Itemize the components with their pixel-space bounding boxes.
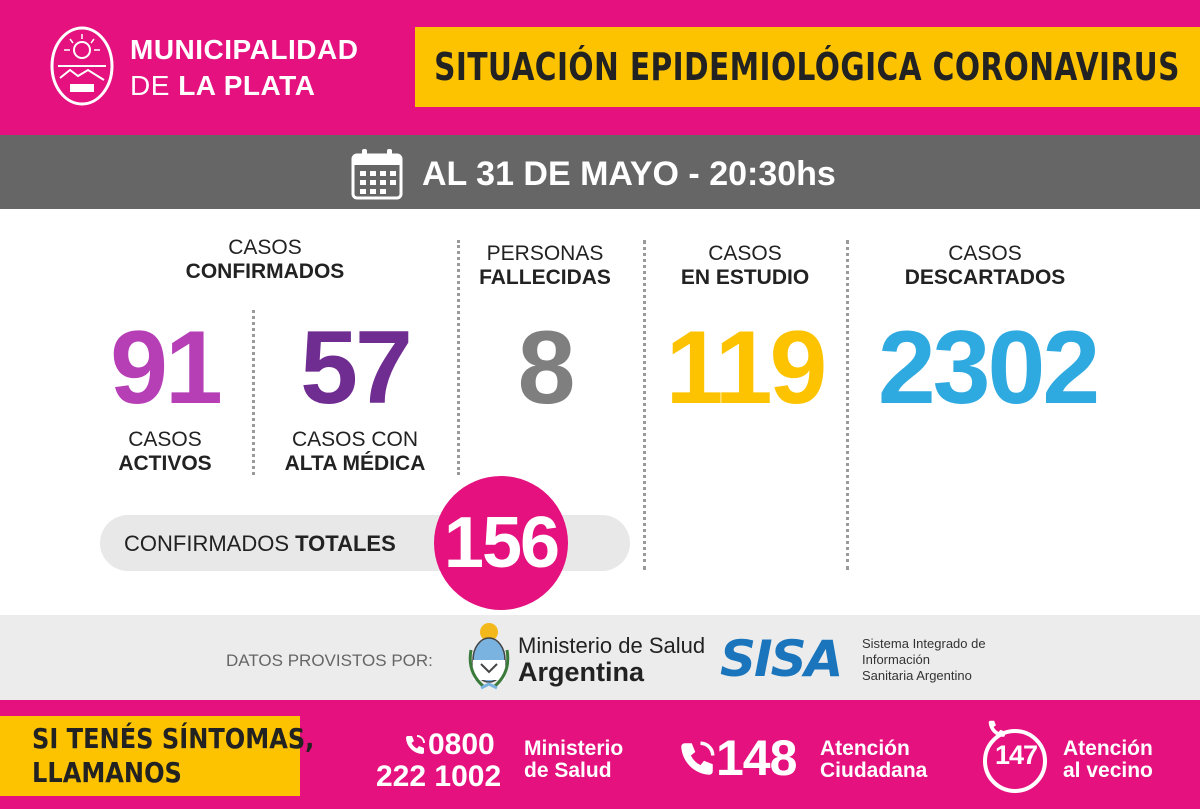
title-banner: SITUACIÓN EPIDEMIOLÓGICA CORONAVIRUS (415, 27, 1200, 107)
phone-citizen-label-line2: Ciudadana (820, 759, 928, 782)
totals-label: CONFIRMADOS TOTALES (124, 531, 396, 556)
deceased-label: PERSONAS FALLECIDAS (479, 242, 611, 289)
page-title: SITUACIÓN EPIDEMIOLÓGICA CORONAVIRUS (434, 45, 1181, 89)
discarded-label: CASOS DESCARTADOS (904, 242, 1066, 289)
phone-icon (406, 735, 425, 754)
date-bar (0, 135, 1200, 209)
phone-neighbor-number: 147 (994, 740, 1038, 770)
discharged-cases-label: CASOS CON ALTA MÉDICA (284, 428, 426, 475)
ministry-name-line1: Ministerio de Salud (518, 633, 706, 658)
discarded-value: 2302 (877, 310, 1100, 426)
municipality-seal-icon (50, 26, 114, 106)
under-study-value: 119 (665, 310, 828, 426)
discharged-cases-value: 57 (300, 310, 413, 426)
active-cases-label: CASOS ACTIVOS (118, 428, 212, 475)
phone-circle-icon (983, 720, 1047, 793)
report-date: AL 31 DE MAYO - 20:30hs (422, 155, 836, 193)
active-cases-value: 91 (110, 310, 223, 426)
divider (643, 240, 646, 570)
sisa-logo: SISA (720, 630, 843, 688)
deceased-value: 8 (517, 310, 576, 426)
phone-ministry-line1: 0800 (428, 728, 495, 761)
divider (252, 310, 255, 475)
phone-icon (681, 741, 715, 775)
divider (846, 240, 849, 570)
phone-citizen-number: 148 (716, 730, 797, 786)
phone-ministry-line2: 222 1002 (376, 760, 502, 793)
under-study-label: CASOS EN ESTUDIO (680, 242, 810, 289)
calendar-icon (351, 149, 403, 200)
org-name-line2: DE LA PLATA (130, 70, 316, 101)
phone-ministry-label-line2: de Salud (524, 759, 612, 782)
sisa-description: Sistema Integrado de Información Sanitaria… (862, 636, 986, 683)
phone-neighbor-label-line1: Atención (1063, 737, 1153, 760)
divider (457, 240, 460, 475)
argentina-coat-of-arms-icon (468, 623, 510, 690)
confirmed-label: CASOS CONFIRMADOS (185, 236, 345, 283)
totals-value: 156 (434, 476, 568, 610)
symptoms-line1: SI TENÉS SÍNTOMAS, (32, 722, 315, 755)
symptoms-box (0, 716, 300, 796)
symptoms-line2: LLAMANOS (32, 756, 182, 789)
provided-by-bar (0, 615, 1200, 700)
provided-by-label: DATOS PROVISTOS POR: (226, 651, 433, 670)
phone-citizen-label-line1: Atención (820, 737, 910, 760)
ministry-name-line2: Argentina (518, 657, 645, 687)
org-name-line1: MUNICIPALIDAD (130, 34, 359, 65)
phone-neighbor-label-line2: al vecino (1063, 759, 1153, 782)
phone-ministry-label-line1: Ministerio (524, 737, 624, 760)
